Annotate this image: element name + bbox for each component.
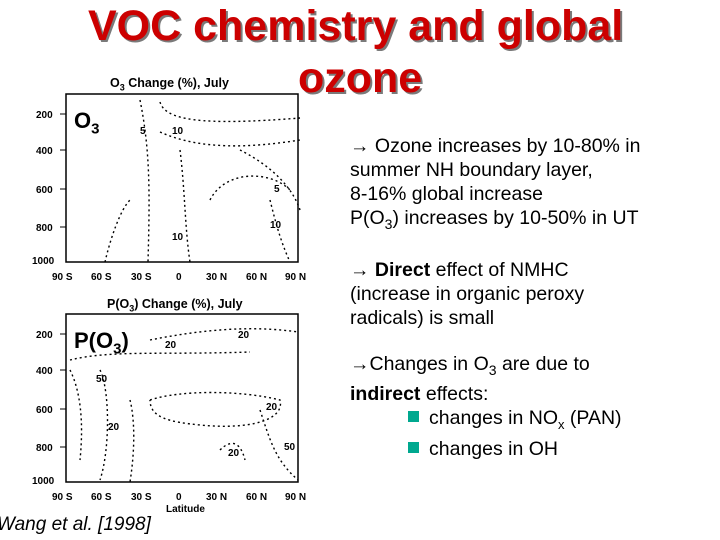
bullet-list: → Ozone increases by 10-80% in summer NH…	[350, 134, 716, 461]
bottom-x-tick-90s: 90 S	[52, 492, 73, 503]
square-bullet-icon	[408, 441, 419, 453]
bottom-contour-label-20e: 20	[266, 402, 278, 413]
top-x-tick-60n: 60 N	[246, 272, 267, 283]
bullet-direct-effect: → Direct effect of NMHC (increase in org…	[350, 258, 585, 329]
bottom-contour-label-50b: 50	[284, 442, 296, 453]
bottom-y-tick-800: 800	[36, 443, 53, 454]
bullet-indirect-effects: →Changes in O3 are due to indirect effec…	[350, 352, 716, 461]
top-y-tick-1000: 1000	[32, 256, 55, 267]
top-y-tick-200: 200	[36, 110, 53, 121]
bottom-y-tick-600: 600	[36, 405, 53, 416]
bottom-plot-title: P(O3) Change (%), July	[107, 297, 243, 314]
bottom-y-tick-400: 400	[36, 366, 53, 377]
top-x-tick-0: 0	[176, 272, 182, 283]
top-x-tick-90n: 90 N	[285, 272, 306, 283]
bottom-contour-label-20c: 20	[108, 422, 120, 433]
top-contour-plot: 200 400 600 800 1000 90 S 60 S 30 S 0 30…	[32, 93, 306, 283]
arrow-icon: →	[350, 258, 375, 281]
bottom-x-tick-30n: 30 N	[206, 492, 227, 503]
bottom-panel-label: P(O3)	[74, 328, 129, 358]
bottom-contour-plot: 200 400 600 800 1000 90 S 60 S 30 S 0 30…	[32, 313, 306, 515]
top-y-tick-400: 400	[36, 146, 53, 157]
bottom-contour-label-20b: 20	[238, 330, 250, 341]
top-x-tick-60s: 60 S	[91, 272, 112, 283]
bottom-x-tick-60s: 60 S	[91, 492, 112, 503]
sub-bullet-oh: changes in OH	[350, 437, 716, 461]
top-contour-label-10b: 10	[172, 232, 184, 243]
top-plot-frame	[65, 93, 299, 263]
square-bullet-icon	[408, 410, 419, 422]
top-x-tick-30s: 30 S	[131, 272, 152, 283]
citation: Wang et al. [1998]	[0, 514, 151, 535]
bullet-ozone-increase: → Ozone increases by 10-80% in summer NH…	[350, 135, 641, 232]
top-plot-title: O3 Change (%), July	[110, 76, 229, 93]
bottom-plot-frame	[65, 313, 299, 483]
bottom-y-tick-200: 200	[36, 330, 53, 341]
arrow-icon: →	[350, 135, 370, 157]
top-y-tick-800: 800	[36, 223, 53, 234]
arrow-icon: →	[350, 352, 370, 375]
bottom-x-tick-30s: 30 S	[131, 492, 152, 503]
bottom-y-tick-1000: 1000	[32, 476, 55, 487]
top-x-tick-30n: 30 N	[206, 272, 227, 283]
bottom-contour-label-50a: 50	[96, 374, 108, 385]
top-contour-label-5b: 5	[274, 184, 280, 195]
title-line-1: VOC chemistry and global	[88, 2, 624, 50]
bottom-x-axis-label: Latitude	[166, 504, 205, 515]
bottom-x-tick-60n: 60 N	[246, 492, 267, 503]
top-panel-label: O3	[74, 108, 100, 138]
top-contour-label-5: 5	[140, 126, 146, 137]
top-x-tick-90s: 90 S	[52, 272, 73, 283]
sub-bullet-nox: changes in NOx (PAN)	[350, 406, 716, 437]
top-contour-label-10c: 10	[270, 220, 282, 231]
bottom-x-tick-90n: 90 N	[285, 492, 306, 503]
bottom-contour-label-20d: 20	[228, 448, 240, 459]
top-contour-label-10: 10	[172, 126, 184, 137]
title-line-2: ozone	[298, 54, 423, 102]
bottom-x-tick-0: 0	[176, 492, 182, 503]
top-y-tick-600: 600	[36, 185, 53, 196]
bottom-contour-label-20a: 20	[165, 340, 177, 351]
